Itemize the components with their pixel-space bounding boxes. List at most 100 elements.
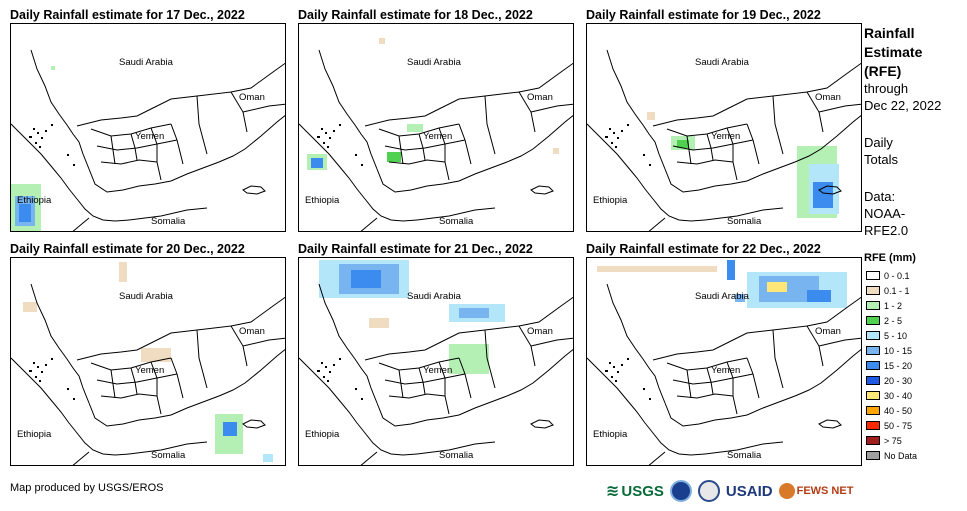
label-oman: Oman	[239, 326, 265, 337]
label-saudi-arabia: Saudi Arabia	[407, 291, 461, 302]
label-somalia: Somalia	[727, 216, 762, 227]
usgs-wave-icon: ≋	[606, 483, 620, 500]
rainfall-map	[11, 49, 285, 231]
legend-item: 5 - 10	[866, 330, 907, 341]
label-ethiopia: Ethiopia	[305, 429, 340, 440]
legend-swatch	[866, 301, 880, 310]
legend-item: 1 - 2	[866, 300, 902, 311]
legend-swatch	[866, 316, 880, 325]
panel-title-21-dec: Daily Rainfall estimate for 21 Dec., 202…	[298, 242, 533, 256]
data-label: Data:	[864, 189, 896, 204]
label-saudi-arabia: Saudi Arabia	[119, 291, 173, 302]
panel-title-19-dec: Daily Rainfall estimate for 19 Dec., 202…	[586, 8, 821, 22]
title-line-3: (RFE)	[864, 63, 902, 79]
panel-title-18-dec: Daily Rainfall estimate for 18 Dec., 202…	[298, 8, 533, 22]
legend-label: 20 - 30	[884, 375, 913, 386]
through-date-block: through Dec 22, 2022	[864, 80, 964, 114]
totals-label: Totals	[864, 152, 898, 167]
panel-title-20-dec: Daily Rainfall estimate for 20 Dec., 202…	[10, 242, 245, 256]
usaid-logo: USAID	[725, 482, 773, 500]
legend-item: 0.1 - 1	[866, 285, 910, 296]
end-date: Dec 22, 2022	[864, 98, 942, 113]
legend-swatch	[866, 421, 880, 430]
title-line-1: Rainfall	[864, 25, 915, 41]
legend-swatch	[866, 451, 880, 460]
legend-item: 50 - 75	[866, 420, 912, 431]
rainfall-map	[587, 49, 861, 231]
map-panel-22-dec: Saudi Arabia Oman Yemen Ethiopia Somalia	[586, 257, 862, 466]
legend-swatch	[866, 391, 880, 400]
legend-label: 1 - 2	[884, 300, 903, 311]
label-saudi-arabia: Saudi Arabia	[407, 57, 461, 68]
label-saudi-arabia: Saudi Arabia	[119, 57, 173, 68]
fewsnet-logo: FEWS NET	[778, 483, 853, 499]
label-ethiopia: Ethiopia	[593, 429, 628, 440]
rainfall-map	[587, 260, 861, 465]
rainfall-map	[299, 260, 573, 465]
daily-label: Daily	[864, 135, 893, 150]
label-yemen: Yemen	[423, 131, 453, 142]
data-source-block: Data: NOAA- RFE2.0	[864, 188, 964, 239]
label-somalia: Somalia	[439, 450, 474, 461]
fewsnet-globe-icon	[778, 483, 795, 499]
label-somalia: Somalia	[151, 450, 186, 461]
map-panel-20-dec: Saudi Arabia Oman Yemen Ethiopia Somalia	[10, 257, 286, 466]
legend-swatch	[866, 436, 880, 445]
legend-swatch	[866, 406, 880, 415]
credit-text: Map produced by USGS/EROS	[10, 482, 164, 494]
legend-label: 0 - 0.1	[884, 270, 910, 281]
legend-swatch	[866, 376, 880, 385]
label-somalia: Somalia	[439, 216, 474, 227]
legend-label: No Data	[884, 450, 918, 461]
legend-swatch	[866, 331, 880, 340]
label-oman: Oman	[815, 92, 841, 103]
label-ethiopia: Ethiopia	[305, 195, 340, 206]
legend-item: No Data	[866, 450, 917, 461]
sidebar-title: Rainfall Estimate (RFE)	[864, 24, 964, 81]
legend-item: 40 - 50	[866, 405, 912, 416]
legend-label: 50 - 75	[884, 420, 913, 431]
label-somalia: Somalia	[727, 450, 762, 461]
legend-label: > 75	[884, 435, 902, 446]
legend-swatch	[866, 361, 880, 370]
legend-swatch	[866, 286, 880, 295]
legend-item: 30 - 40	[866, 390, 912, 401]
legend-item: 2 - 5	[866, 315, 902, 326]
panel-title-17-dec: Daily Rainfall estimate for 17 Dec., 202…	[10, 8, 245, 22]
label-yemen: Yemen	[135, 131, 165, 142]
map-panel-19-dec: Saudi Arabia Oman Yemen Ethiopia Somalia	[586, 23, 862, 232]
label-yemen: Yemen	[135, 365, 165, 376]
map-panel-21-dec: Saudi Arabia Oman Yemen Ethiopia Somalia	[298, 257, 574, 466]
legend-item: 0 - 0.1	[866, 270, 910, 281]
map-panel-17-dec: Saudi Arabia Oman Yemen Ethiopia Somalia	[10, 23, 286, 232]
logo-strip: ≋ USGS USAID FEWS NET	[606, 478, 853, 504]
panel-title-22-dec: Daily Rainfall estimate for 22 Dec., 202…	[586, 242, 821, 256]
usgs-logo: ≋ USGS	[606, 482, 664, 501]
title-line-2: Estimate	[864, 44, 923, 60]
label-saudi-arabia: Saudi Arabia	[695, 57, 749, 68]
legend-label: 10 - 15	[884, 345, 913, 356]
through-label: through	[864, 81, 909, 96]
legend-item: 10 - 15	[866, 345, 912, 356]
label-yemen: Yemen	[711, 365, 741, 376]
legend-swatch	[866, 346, 880, 355]
legend-label: 5 - 10	[884, 330, 908, 341]
source-line-2: RFE2.0	[864, 223, 909, 238]
dhs-seal-logo	[697, 480, 720, 502]
label-yemen: Yemen	[423, 365, 453, 376]
legend-swatch	[866, 271, 880, 280]
label-somalia: Somalia	[151, 216, 186, 227]
label-oman: Oman	[239, 92, 265, 103]
label-yemen: Yemen	[711, 131, 741, 142]
legend-title: RFE (mm)	[864, 252, 916, 264]
legend-label: 0.1 - 1	[884, 285, 910, 296]
label-saudi-arabia: Saudi Arabia	[695, 291, 749, 302]
legend-label: 30 - 40	[884, 390, 913, 401]
label-oman: Oman	[527, 92, 553, 103]
rainfall-map	[11, 262, 285, 465]
label-ethiopia: Ethiopia	[17, 429, 52, 440]
map-panel-18-dec: Saudi Arabia Oman Yemen Ethiopia Somalia	[298, 23, 574, 232]
rainfall-map	[299, 38, 573, 231]
legend-item: 20 - 30	[866, 375, 912, 386]
legend-label: 40 - 50	[884, 405, 913, 416]
